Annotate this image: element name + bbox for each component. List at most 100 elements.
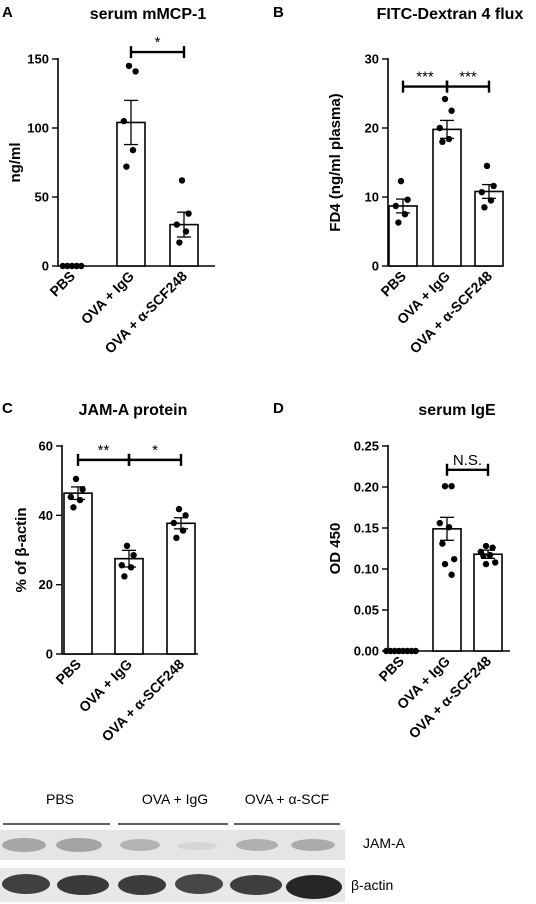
data-point bbox=[445, 135, 453, 143]
y-tick-label: 0.05 bbox=[354, 603, 379, 618]
blot-band-label-beta-actin: β-actin bbox=[351, 877, 393, 893]
blot-strip-beta-actin bbox=[0, 868, 345, 902]
y-tick-label: 0.20 bbox=[354, 480, 379, 495]
y-axis-label: ng/ml bbox=[7, 143, 24, 183]
y-tick-label: 0.00 bbox=[354, 644, 379, 659]
significance-label: * bbox=[152, 442, 158, 459]
data-point bbox=[123, 163, 130, 170]
data-point bbox=[79, 486, 86, 493]
data-point bbox=[482, 560, 490, 568]
data-point bbox=[127, 564, 135, 571]
blot-strip-jam-a bbox=[0, 830, 345, 860]
bar bbox=[432, 128, 462, 267]
category-label: PBS bbox=[46, 268, 78, 300]
chart-panel-d: serum IgE 0.00 0.05 0.10 0.15 0.20 0.25 OD 450 P… bbox=[327, 402, 510, 741]
y-tick-label: 10 bbox=[365, 190, 379, 205]
y-axis-label: OD 450 bbox=[327, 523, 344, 575]
data-point bbox=[121, 573, 128, 580]
y-axis-label: % of β-actin bbox=[13, 508, 30, 593]
chart-panel-b: FITC-Dextran 4 flux 0 10 20 30 FD4 (ng/ml pla… bbox=[327, 6, 523, 356]
data-point bbox=[120, 117, 128, 125]
data-point bbox=[70, 504, 77, 511]
y-tick-label: 150 bbox=[27, 52, 49, 67]
panel-letter-b: B bbox=[273, 4, 284, 21]
data-point bbox=[436, 124, 443, 132]
panel-letter-a: A bbox=[2, 4, 13, 21]
panel-letter-c: C bbox=[2, 400, 13, 417]
chart-title: serum IgE bbox=[418, 402, 496, 419]
data-point bbox=[448, 482, 455, 490]
chart-title: FITC-Dextran 4 flux bbox=[377, 6, 524, 23]
bar bbox=[63, 492, 93, 655]
significance-label: * bbox=[155, 34, 161, 51]
y-tick-label: 50 bbox=[35, 190, 49, 205]
panel-letter-d: D bbox=[273, 400, 284, 417]
category-label: PBS bbox=[52, 656, 84, 688]
y-tick-label: 30 bbox=[365, 52, 379, 67]
data-point bbox=[478, 188, 485, 196]
data-point bbox=[179, 527, 187, 534]
data-point bbox=[482, 542, 490, 550]
western-blot: PBS OVA + IgG OVA + α-SCF JAM-A β-actin bbox=[0, 791, 406, 902]
y-tick-label: 0 bbox=[46, 647, 53, 662]
significance-label: N.S. bbox=[453, 452, 482, 469]
data-point bbox=[73, 262, 80, 270]
blot-band-label-jam-a: JAM-A bbox=[363, 835, 406, 851]
significance-label: *** bbox=[459, 69, 477, 86]
category-label: PBS bbox=[377, 268, 409, 300]
data-point bbox=[451, 555, 458, 563]
data-point bbox=[397, 177, 405, 185]
data-point bbox=[123, 542, 131, 550]
data-point bbox=[436, 519, 443, 527]
bar bbox=[474, 190, 504, 267]
blot-group-label-pbs: PBS bbox=[46, 791, 74, 807]
data-point bbox=[132, 68, 139, 75]
data-point bbox=[487, 197, 495, 204]
data-point bbox=[72, 475, 80, 483]
data-point bbox=[392, 202, 399, 210]
y-tick-label: 0.10 bbox=[354, 562, 379, 577]
data-point bbox=[173, 534, 180, 542]
data-point bbox=[492, 559, 499, 566]
data-point bbox=[129, 146, 137, 154]
significance-label: ** bbox=[98, 442, 110, 459]
data-point bbox=[178, 177, 186, 184]
y-tick-label: 0 bbox=[372, 259, 379, 274]
data-point bbox=[486, 551, 494, 559]
data-point bbox=[118, 562, 126, 569]
data-point bbox=[439, 138, 446, 145]
data-point bbox=[67, 493, 75, 501]
significance-label: *** bbox=[416, 69, 434, 86]
data-point bbox=[483, 162, 491, 170]
bar bbox=[432, 528, 462, 652]
chart-title: serum mMCP-1 bbox=[90, 6, 207, 23]
y-axis-label: FD4 (ng/ml plasma) bbox=[327, 93, 344, 231]
data-point bbox=[489, 544, 496, 551]
y-tick-label: 60 bbox=[39, 439, 53, 454]
data-point bbox=[441, 560, 449, 568]
data-point bbox=[125, 62, 133, 70]
bar bbox=[166, 522, 196, 655]
chart-title: JAM-A protein bbox=[79, 402, 188, 419]
data-point bbox=[448, 107, 455, 114]
data-point bbox=[76, 496, 84, 504]
data-point bbox=[68, 262, 76, 270]
data-point bbox=[130, 552, 137, 559]
data-point bbox=[490, 182, 497, 190]
data-point bbox=[441, 95, 449, 103]
blot-group-label-ova-ascf: OVA + α-SCF bbox=[245, 791, 329, 807]
bar bbox=[114, 557, 144, 655]
data-point bbox=[170, 519, 177, 527]
data-point bbox=[59, 262, 66, 270]
data-point bbox=[441, 482, 449, 490]
data-point bbox=[481, 204, 488, 211]
y-tick-label: 20 bbox=[39, 577, 53, 592]
data-point bbox=[182, 512, 189, 519]
blot-group-label-ova-igg: OVA + IgG bbox=[142, 791, 208, 807]
data-point bbox=[64, 262, 71, 270]
y-tick-label: 40 bbox=[39, 508, 53, 523]
data-point bbox=[412, 647, 419, 655]
data-point bbox=[173, 221, 180, 228]
